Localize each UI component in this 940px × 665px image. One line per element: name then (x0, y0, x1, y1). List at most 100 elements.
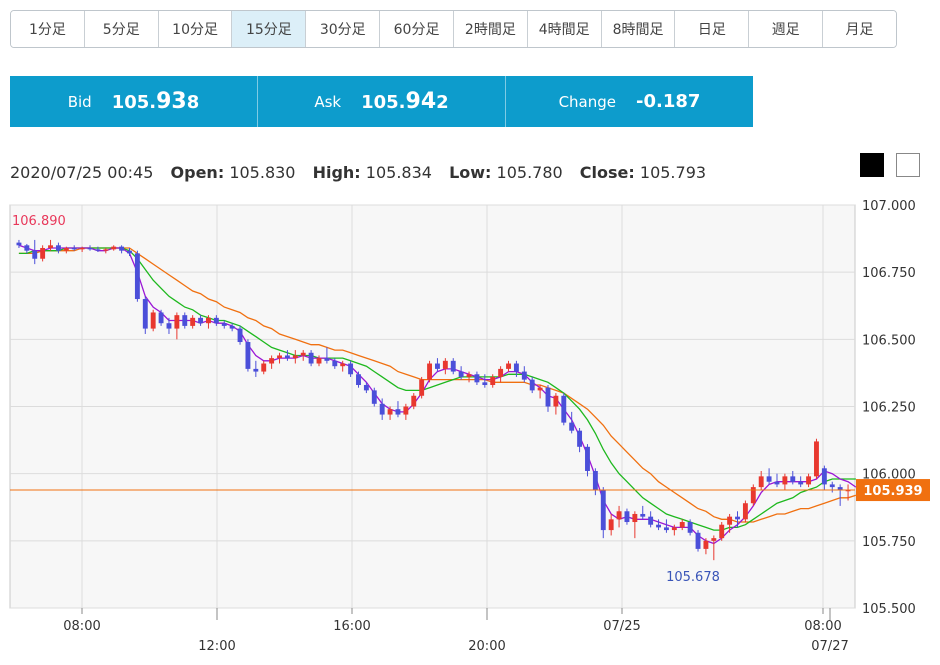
candle-body (569, 422, 575, 431)
candle-body (332, 360, 338, 367)
timeframe-tab[interactable]: 1分足 (11, 11, 85, 47)
x-tick-label: 16:00 (333, 619, 370, 634)
candle-body (111, 246, 117, 250)
bid-pips: 93 (156, 89, 187, 114)
candle-body (671, 527, 677, 531)
candle-body (616, 511, 622, 520)
bid-prefix: 105. (111, 92, 157, 113)
x-tick-label: 07/25 (603, 619, 640, 634)
candle-body (640, 513, 646, 517)
timeframe-tab[interactable]: 週足 (749, 11, 824, 47)
timeframe-tabs: 1分足 5分足 10分足 15分足 30分足 60分足 2時間足 4時間足 8時間足 日足 週足 月足 (10, 10, 897, 48)
y-tick-label: 106.500 (862, 333, 916, 348)
candle-body (490, 376, 496, 386)
candle-body (450, 360, 456, 372)
timeframe-tab[interactable]: 4時間足 (527, 11, 602, 47)
candle-body (324, 358, 330, 361)
low-label: Low: (449, 163, 492, 182)
candle-body (687, 522, 693, 533)
candle-body (435, 363, 440, 369)
candle-body (735, 516, 740, 520)
high-value: 105.834 (365, 163, 432, 182)
candle-body (277, 355, 282, 359)
candle-body (474, 374, 480, 383)
candle-body (300, 352, 306, 356)
timeframe-tab[interactable]: 月足 (823, 11, 896, 47)
candle-body (577, 430, 583, 447)
candle-body (340, 363, 346, 367)
ask-quote: Ask 105.942 (258, 76, 506, 127)
high-annotation: 106.890 (12, 214, 66, 229)
close-label: Close: (579, 163, 635, 182)
timeframe-tab[interactable]: 30分足 (306, 11, 381, 47)
candle-body (521, 371, 527, 380)
candle-body (103, 249, 109, 251)
candle-body (190, 317, 196, 326)
candle-body (284, 355, 290, 359)
candle-body (592, 470, 598, 490)
candle-body (419, 379, 425, 396)
candle-body (719, 524, 725, 539)
candle-body (482, 382, 488, 386)
x-tick-label: 07/27 (811, 639, 848, 654)
candle-body (166, 323, 172, 329)
candle-body (63, 247, 69, 251)
x-tick-label: 08:00 (63, 619, 100, 634)
bid-fraction: 8 (186, 92, 200, 113)
candle-body (261, 363, 267, 372)
y-tick-label: 106.750 (862, 266, 916, 281)
candle-body (134, 253, 140, 300)
timeframe-tab[interactable]: 15分足 (232, 11, 307, 47)
x-tick-label: 12:00 (198, 639, 235, 654)
candle-body (537, 387, 543, 391)
candle-body (348, 363, 354, 375)
candle-body (269, 358, 275, 364)
x-tick-label: 20:00 (468, 639, 505, 654)
candle-body (513, 363, 519, 372)
candle-body (624, 511, 630, 523)
timeframe-tab[interactable]: 8時間足 (601, 11, 676, 47)
bid-label: Bid (67, 92, 92, 111)
candle-body (127, 250, 132, 254)
candle-body (774, 481, 780, 485)
dark-theme-button[interactable] (860, 153, 884, 177)
light-theme-button[interactable] (896, 153, 920, 177)
timeframe-tab[interactable]: 10分足 (158, 11, 233, 47)
candle-body (174, 315, 180, 329)
current-price-label: 105.939 (863, 484, 922, 499)
candle-body (703, 540, 709, 549)
candle-body (158, 312, 164, 324)
high-label: High: (312, 163, 361, 182)
candle-body (292, 355, 298, 359)
candle-body (798, 481, 804, 485)
timeframe-tab[interactable]: 5分足 (84, 11, 159, 47)
timeframe-tab[interactable]: 2時間足 (453, 11, 528, 47)
candle-body (403, 406, 409, 415)
y-tick-label: 105.500 (862, 602, 916, 617)
candle-body (585, 446, 590, 471)
ask-pips: 94 (405, 89, 437, 114)
timeframe-tab[interactable]: 日足 (675, 11, 750, 47)
candle-body (679, 522, 685, 528)
candle-body (253, 368, 259, 372)
candle-body (87, 247, 93, 250)
candle-body (356, 374, 361, 386)
candle-body (561, 395, 567, 423)
candle-body (790, 476, 796, 482)
candle-body (845, 490, 851, 492)
candle-body (48, 245, 53, 248)
candle-body (16, 242, 22, 246)
candle-body (814, 441, 819, 477)
candle-body (711, 538, 717, 541)
candle-body (782, 476, 788, 485)
open-label: Open: (170, 163, 225, 182)
ohlc-datetime: 2020/07/25 00:45 (10, 163, 154, 182)
candle-body (837, 487, 843, 491)
candle-body (750, 487, 756, 504)
candle-body (506, 363, 511, 369)
timeframe-tab[interactable]: 60分足 (380, 11, 454, 47)
candle-body (632, 513, 638, 523)
ask-fraction: 2 (436, 92, 449, 113)
y-tick-label: 106.250 (862, 401, 916, 416)
